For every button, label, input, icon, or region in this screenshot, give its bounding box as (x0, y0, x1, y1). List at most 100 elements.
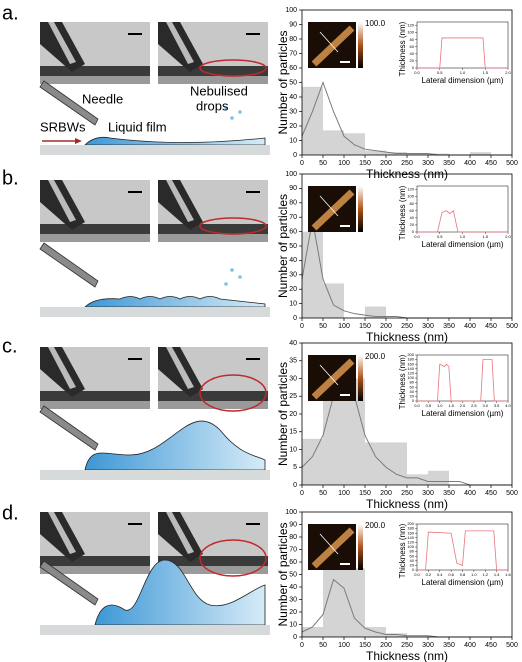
inset-x-axis-label: Lateral dimension (µm) (422, 76, 504, 85)
inset-x-tick-label: 0.0 (414, 572, 420, 577)
inset-y-tick-label: 80 (410, 380, 415, 385)
inset-y-tick-label: 160 (407, 530, 414, 535)
y-tick-label: 0 (293, 482, 297, 489)
inset-x-tick-label: 0.5 (426, 403, 432, 408)
y-tick-label: 90 (289, 521, 297, 528)
inset-x-axis-label: Lateral dimension (µm) (422, 240, 504, 249)
inset-y-tick-label: 20 (410, 562, 415, 567)
inset-y-tick-label: 0 (412, 65, 415, 70)
inset-y-axis-label: Thickness (nm) (398, 21, 407, 76)
photo-base (40, 401, 150, 409)
x-tick-label: 300 (422, 160, 434, 167)
y-axis-label: Number of particles (276, 522, 290, 626)
nebulised-label: Nebulised (190, 83, 248, 98)
colorbar (358, 524, 363, 570)
inset-y-tick-label: 60 (410, 553, 415, 558)
inset-x-tick-label: 1.2 (482, 572, 488, 577)
photo-needle-highlight (166, 512, 194, 554)
inset-x-tick-label: 3.0 (482, 403, 488, 408)
x-axis-label: Thickness (nm) (366, 497, 448, 511)
x-tick-label: 400 (464, 323, 476, 330)
inset-x-tick-label: 1.4 (494, 572, 500, 577)
y-tick-label: 60 (289, 228, 297, 235)
y-tick-label: 100 (285, 171, 297, 178)
x-tick-label: 450 (485, 160, 497, 167)
panel-label: c. (2, 335, 18, 357)
highlight-ellipse (199, 59, 267, 77)
y-tick-label: 80 (289, 36, 297, 43)
x-tick-label: 150 (359, 323, 371, 330)
inset-y-tick-label: 140 (407, 535, 414, 540)
y-tick-label: 70 (289, 214, 297, 221)
y-tick-label: 60 (289, 559, 297, 566)
x-tick-label: 500 (506, 642, 518, 649)
inset-x-tick-label: 4.0 (505, 403, 511, 408)
y-tick-label: 100 (285, 509, 297, 516)
x-tick-label: 250 (401, 160, 413, 167)
inset-x-tick-label: 1.0 (460, 70, 466, 75)
photo-needle-highlight (48, 347, 76, 389)
photo-needle-highlight (166, 180, 194, 222)
histogram-bar (344, 378, 365, 485)
x-tick-label: 50 (319, 490, 327, 497)
droplet (238, 110, 242, 114)
colorbar (358, 186, 363, 232)
x-tick-label: 400 (464, 160, 476, 167)
panel-label: d. (2, 502, 19, 524)
schematic-needle (39, 560, 99, 606)
inset-y-tick-label: 0 (412, 229, 415, 234)
inset-x-tick-label: 1.0 (437, 403, 443, 408)
photo-base (158, 76, 268, 84)
y-tick-label: 15 (289, 429, 297, 436)
photo-base (40, 234, 150, 242)
inset-x-tick-label: 0.4 (437, 572, 443, 577)
colorbar-label: 200.0 (365, 521, 386, 530)
inset-x-tick-label: 0.5 (437, 234, 443, 239)
x-tick-label: 50 (319, 160, 327, 167)
inset-x-tick-label: 0.6 (448, 572, 454, 577)
y-tick-label: 25 (289, 393, 297, 400)
liquid-film (94, 559, 266, 626)
x-tick-label: 300 (422, 490, 434, 497)
y-tick-label: 40 (289, 257, 297, 264)
x-tick-label: 0 (300, 323, 304, 330)
y-tick-label: 35 (289, 358, 297, 365)
x-tick-label: 150 (359, 490, 371, 497)
x-tick-label: 350 (443, 490, 455, 497)
histogram-bar (386, 633, 407, 637)
y-tick-label: 30 (289, 108, 297, 115)
photo-needle-highlight (166, 22, 194, 64)
inset-y-tick-label: 120 (407, 23, 414, 28)
y-tick-label: 10 (289, 446, 297, 453)
photo-needle-highlight (48, 180, 76, 222)
inset-y-tick-label: 20 (410, 393, 415, 398)
inset-x-tick-label: 2.5 (471, 403, 477, 408)
inset-y-tick-label: 160 (407, 361, 414, 366)
inset-y-tick-label: 60 (410, 44, 415, 49)
colorbar-label: 200.0 (365, 352, 386, 361)
height-profile (417, 530, 508, 571)
inset-x-tick-label: 1.6 (505, 572, 511, 577)
afm-profile-line (319, 533, 339, 555)
y-tick-label: 40 (289, 94, 297, 101)
photo-substrate (158, 66, 268, 76)
inset-y-tick-label: 120 (407, 370, 414, 375)
y-tick-label: 30 (289, 272, 297, 279)
inset-x-tick-label: 1.5 (482, 234, 488, 239)
afm-profile-line (319, 195, 339, 217)
photo-substrate (158, 391, 268, 401)
inset-x-tick-label: 0.0 (414, 403, 420, 408)
droplet (230, 268, 234, 272)
inset-y-axis-label: Thickness (nm) (398, 523, 407, 578)
histogram-bar (386, 442, 407, 485)
histogram-bar (302, 231, 323, 318)
y-tick-label: 30 (289, 375, 297, 382)
inset-y-tick-label: 60 (410, 208, 415, 213)
y-tick-label: 5 (293, 464, 297, 471)
height-profile (417, 210, 508, 233)
histogram-bar (302, 627, 323, 637)
inset-x-tick-label: 1.0 (471, 572, 477, 577)
photo-substrate (158, 224, 268, 234)
inset-y-axis-label: Thickness (nm) (398, 354, 407, 409)
inset-x-tick-label: 2.0 (505, 234, 511, 239)
